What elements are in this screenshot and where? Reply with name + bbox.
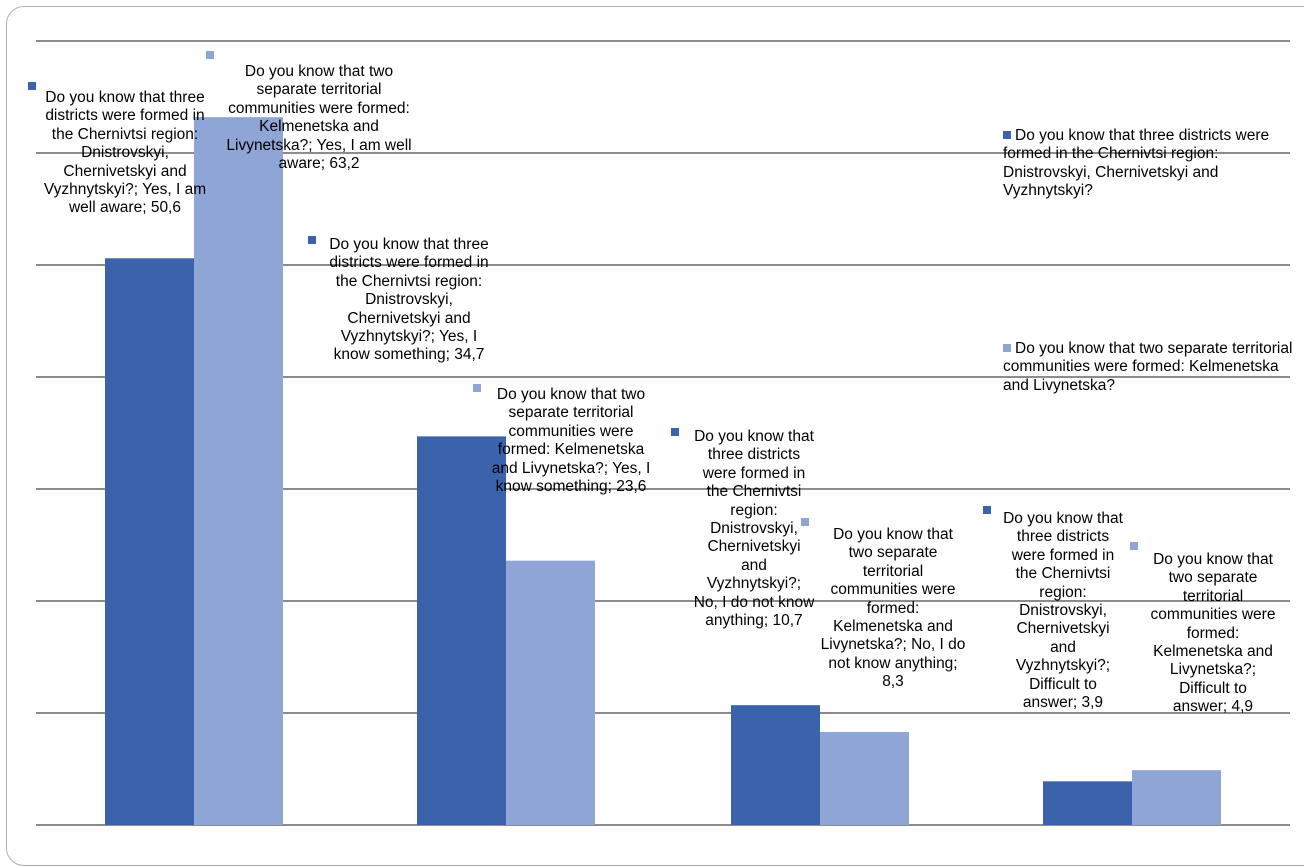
legend-swatch-icon	[1130, 542, 1138, 550]
data-label-s2-c1: Do you know that two separate territoria…	[206, 51, 412, 173]
legend-swatch-icon	[28, 82, 36, 90]
data-label-s2-c3: Do you know that two separate territoria…	[801, 518, 966, 692]
legend-item-series-2: Do you know that two separate territoria…	[1003, 340, 1293, 395]
bar-series2-cat3	[820, 732, 909, 825]
bar-series2-cat2	[506, 560, 595, 825]
data-label-s1-c3: Do you know that three districts were fo…	[671, 428, 815, 630]
bar-chart	[36, 40, 1290, 826]
legend-item-series-1: Do you know that three districts were fo…	[1003, 127, 1293, 201]
legend-swatch-icon	[308, 236, 316, 244]
bar-series1-cat4	[1043, 781, 1132, 825]
legend-swatch-icon	[1003, 344, 1011, 352]
bars	[105, 117, 1221, 825]
data-label-s2-c4: Do you know that two separate territoria…	[1130, 542, 1276, 717]
bar-series1-cat2	[417, 436, 506, 825]
legend-swatch-icon	[671, 428, 679, 436]
data-label-s1-c1: Do you know that three districts were fo…	[28, 82, 208, 218]
bar-series2-cat1	[194, 117, 283, 825]
data-label-s1-c4: Do you know that three districts were fo…	[983, 506, 1123, 712]
data-label-s1-c2: Do you know that three districts were fo…	[308, 236, 492, 365]
data-label-s2-c2: Do you know that two separate territoria…	[473, 384, 651, 496]
legend-swatch-icon	[473, 384, 481, 392]
legend-swatch-icon	[1003, 131, 1011, 139]
legend-swatch-icon	[983, 506, 991, 514]
legend-label: Do you know that three districts were fo…	[1003, 127, 1270, 200]
bar-series1-cat3	[731, 705, 820, 825]
bar-series2-cat4	[1132, 770, 1221, 825]
legend-swatch-icon	[206, 51, 214, 59]
legend-swatch-icon	[801, 518, 809, 526]
bar-series1-cat1	[105, 258, 194, 825]
legend-label: Do you know that two separate territoria…	[1003, 340, 1293, 394]
